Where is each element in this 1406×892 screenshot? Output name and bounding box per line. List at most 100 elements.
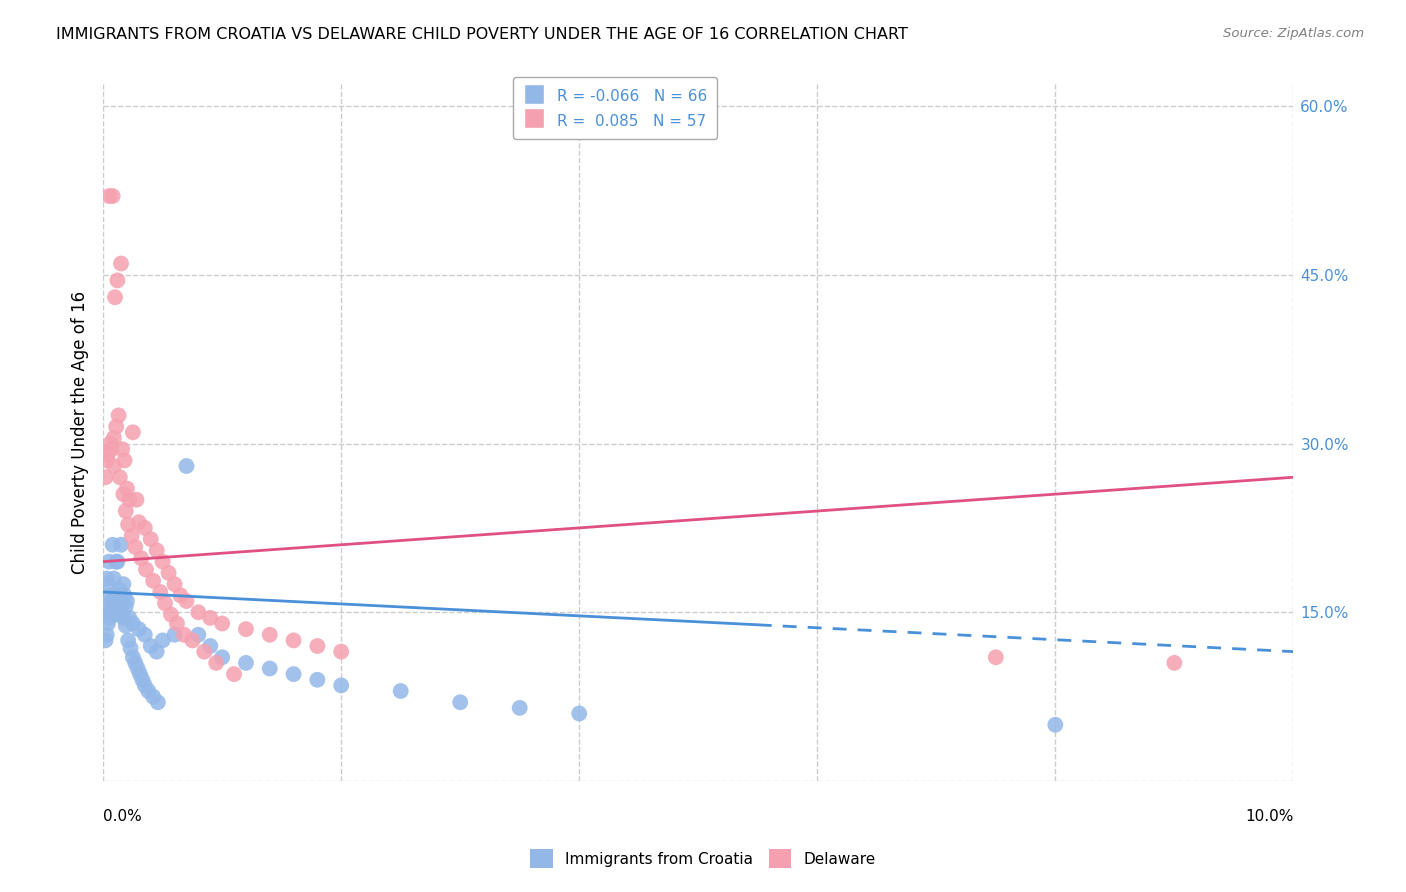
Point xyxy=(103,458,125,473)
Point xyxy=(114,599,136,614)
Point xyxy=(120,641,142,656)
Point xyxy=(114,504,136,518)
Point xyxy=(122,650,145,665)
Point xyxy=(134,628,156,642)
Point xyxy=(111,605,134,619)
Point xyxy=(98,605,121,619)
Point xyxy=(114,619,136,633)
Point xyxy=(283,667,305,681)
Point xyxy=(129,667,152,681)
Point xyxy=(145,543,167,558)
Point xyxy=(107,555,129,569)
Point xyxy=(104,290,127,304)
Point xyxy=(235,656,257,670)
Point xyxy=(135,562,157,576)
Point xyxy=(101,538,124,552)
Point xyxy=(103,599,125,614)
Point xyxy=(94,470,117,484)
Point xyxy=(112,487,135,501)
Point xyxy=(984,650,1007,665)
Point xyxy=(107,273,129,287)
Point xyxy=(307,639,329,653)
Point xyxy=(568,706,591,721)
Point xyxy=(449,695,471,709)
Point xyxy=(152,555,174,569)
Point xyxy=(98,436,121,450)
Point xyxy=(200,611,222,625)
Point xyxy=(100,594,122,608)
Point xyxy=(176,458,198,473)
Point xyxy=(145,645,167,659)
Point xyxy=(103,572,125,586)
Text: IMMIGRANTS FROM CROATIA VS DELAWARE CHILD POVERTY UNDER THE AGE OF 16 CORRELATIO: IMMIGRANTS FROM CROATIA VS DELAWARE CHIL… xyxy=(56,27,908,42)
Point xyxy=(111,442,134,457)
Text: 0.0%: 0.0% xyxy=(103,809,142,824)
Point xyxy=(157,566,180,580)
Point xyxy=(97,448,120,462)
Point xyxy=(166,616,188,631)
Point xyxy=(152,633,174,648)
Point xyxy=(128,516,150,530)
Point xyxy=(187,628,209,642)
Point xyxy=(105,555,128,569)
Point xyxy=(107,603,129,617)
Point xyxy=(235,622,257,636)
Point xyxy=(98,611,121,625)
Text: Source: ZipAtlas.com: Source: ZipAtlas.com xyxy=(1223,27,1364,40)
Point xyxy=(117,633,139,648)
Point xyxy=(211,616,233,631)
Point xyxy=(115,594,138,608)
Point xyxy=(117,517,139,532)
Point xyxy=(100,442,122,457)
Point xyxy=(149,585,172,599)
Point xyxy=(509,701,531,715)
Legend: Immigrants from Croatia, Delaware: Immigrants from Croatia, Delaware xyxy=(523,841,883,875)
Point xyxy=(146,695,169,709)
Point xyxy=(283,633,305,648)
Point xyxy=(389,684,412,698)
Point xyxy=(193,645,215,659)
Point xyxy=(118,492,141,507)
Point xyxy=(200,639,222,653)
Point xyxy=(307,673,329,687)
Point xyxy=(139,532,162,546)
Point xyxy=(110,538,132,552)
Point xyxy=(101,599,124,614)
Point xyxy=(187,605,209,619)
Point xyxy=(122,425,145,440)
Point xyxy=(1045,718,1067,732)
Point xyxy=(131,673,153,687)
Point xyxy=(107,588,129,602)
Point xyxy=(129,551,152,566)
Point xyxy=(98,189,121,203)
Point xyxy=(139,639,162,653)
Y-axis label: Child Poverty Under the Age of 16: Child Poverty Under the Age of 16 xyxy=(72,291,89,574)
Point xyxy=(96,453,118,467)
Point xyxy=(173,628,195,642)
Point xyxy=(98,588,121,602)
Point xyxy=(97,577,120,591)
Point xyxy=(138,684,160,698)
Point xyxy=(181,633,204,648)
Point xyxy=(115,482,138,496)
Point xyxy=(134,678,156,692)
Text: 10.0%: 10.0% xyxy=(1244,809,1294,824)
Point xyxy=(112,611,135,625)
Point xyxy=(94,599,117,614)
Point xyxy=(103,431,125,445)
Point xyxy=(104,605,127,619)
Point xyxy=(94,633,117,648)
Point xyxy=(160,607,183,622)
Point xyxy=(163,577,186,591)
Point xyxy=(122,616,145,631)
Point xyxy=(108,470,131,484)
Point xyxy=(163,628,186,642)
Point xyxy=(134,521,156,535)
Point xyxy=(114,453,136,467)
Point xyxy=(96,572,118,586)
Point xyxy=(107,409,129,423)
Point xyxy=(205,656,228,670)
Point xyxy=(110,596,132,610)
Point xyxy=(97,616,120,631)
Point xyxy=(124,540,146,554)
